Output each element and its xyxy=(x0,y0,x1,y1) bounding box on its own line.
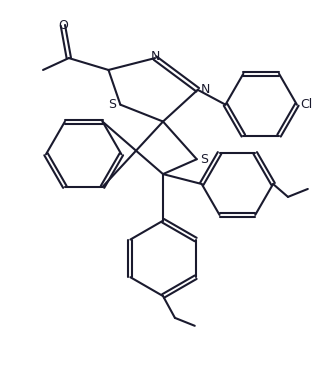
Text: S: S xyxy=(109,98,117,111)
Text: N: N xyxy=(150,50,160,63)
Text: N: N xyxy=(201,83,210,96)
Text: Cl: Cl xyxy=(300,98,312,111)
Text: O: O xyxy=(58,20,68,32)
Text: S: S xyxy=(200,153,208,166)
